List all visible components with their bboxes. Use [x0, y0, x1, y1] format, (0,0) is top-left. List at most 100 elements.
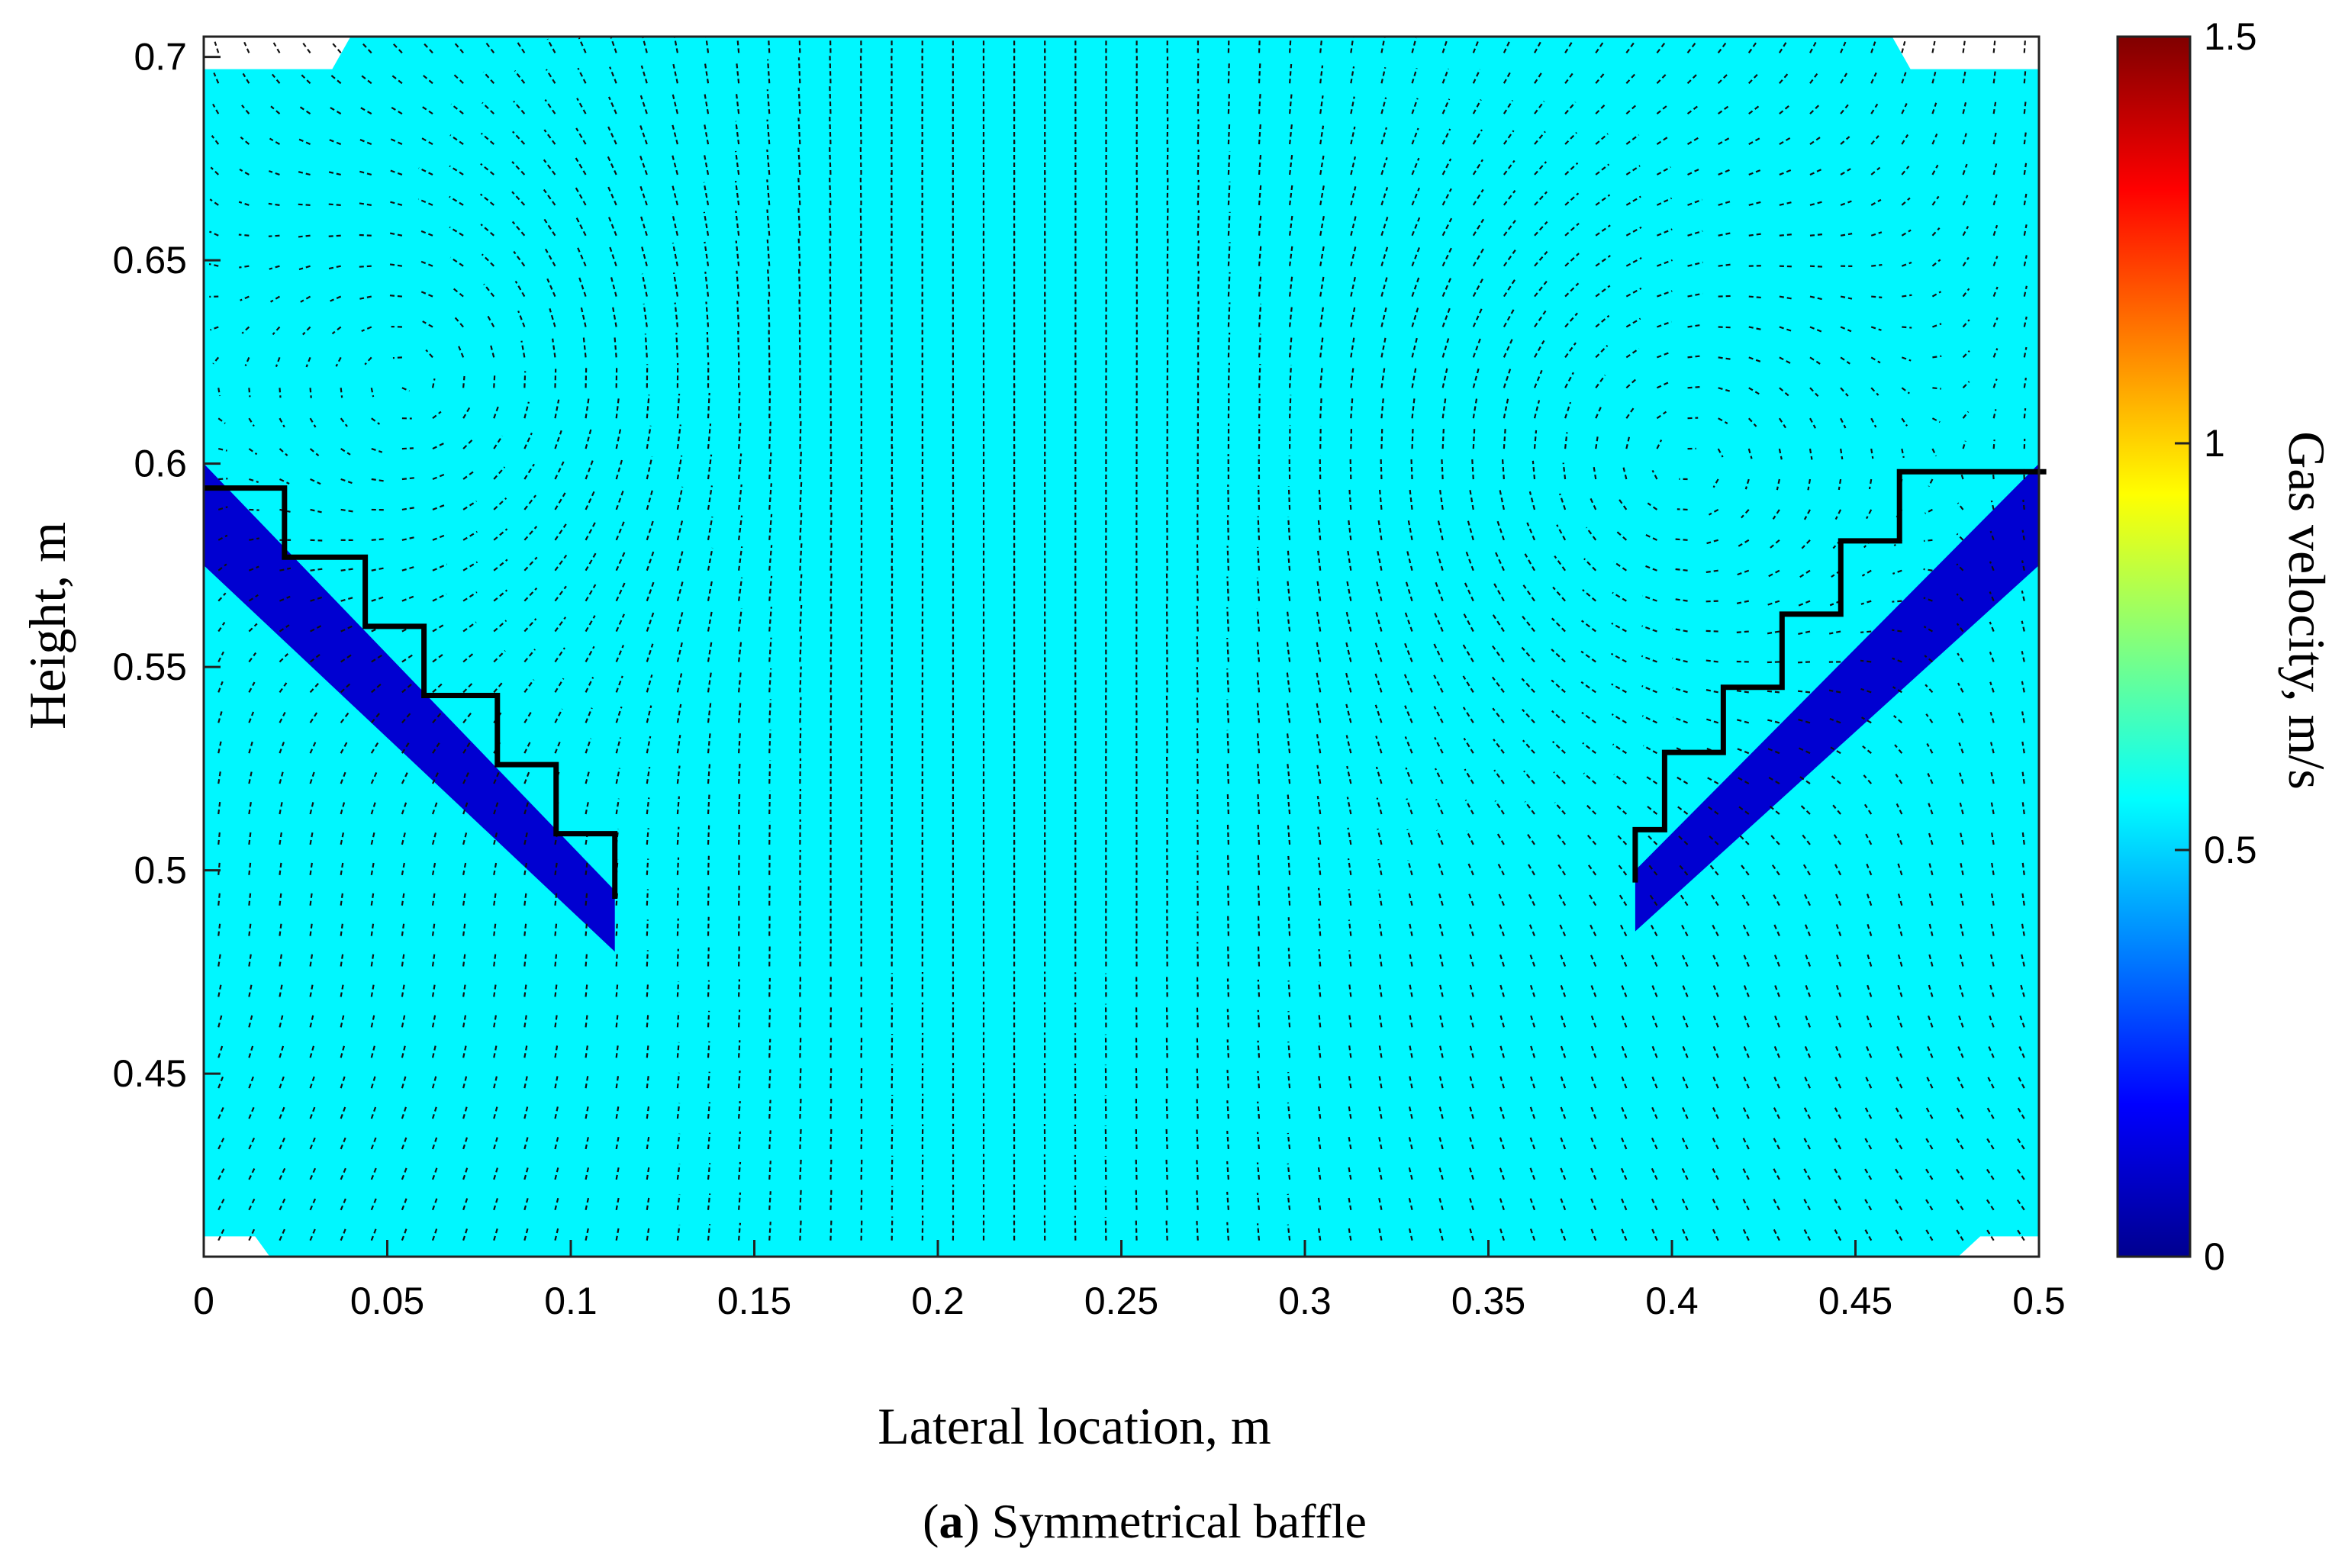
velocity-vector	[768, 790, 771, 815]
velocity-vector	[1989, 711, 1995, 723]
velocity-vector	[707, 485, 713, 510]
velocity-vector	[1928, 954, 1934, 967]
velocity-vector	[1643, 564, 1657, 571]
velocity-vector	[523, 1075, 529, 1089]
velocity-vector	[1901, 166, 1910, 175]
velocity-vector	[615, 1226, 620, 1241]
velocity-vector	[511, 221, 526, 237]
velocity-vector	[431, 832, 437, 845]
velocity-vector	[482, 71, 495, 84]
velocity-vector	[217, 801, 221, 815]
velocity-vector	[1441, 128, 1451, 145]
velocity-vector	[340, 771, 346, 784]
velocity-vector	[639, 154, 648, 175]
velocity-vector	[1657, 290, 1673, 298]
velocity-vector	[1705, 569, 1718, 574]
caption-text: Symmetrical baffle	[980, 1494, 1367, 1548]
velocity-vector	[646, 581, 655, 602]
velocity-vector	[797, 118, 801, 145]
velocity-vector	[1197, 331, 1200, 358]
velocity-vector	[1258, 213, 1262, 236]
velocity-vector	[829, 237, 832, 266]
velocity-vector	[1712, 1228, 1719, 1241]
velocity-vector	[309, 802, 314, 815]
velocity-vector	[340, 448, 351, 456]
velocity-vector	[1197, 210, 1200, 236]
velocity-vector	[828, 175, 832, 205]
velocity-vector	[1863, 1198, 1873, 1211]
velocity-vector	[1499, 1045, 1505, 1058]
velocity-vector	[1992, 348, 1999, 358]
velocity-vector	[523, 556, 538, 571]
velocity-vector	[309, 448, 320, 457]
velocity-vector	[1809, 137, 1821, 145]
velocity-vector	[1472, 278, 1484, 298]
velocity-vector	[1595, 255, 1611, 267]
velocity-vector	[238, 233, 250, 237]
velocity-vector	[1411, 187, 1420, 206]
velocity-vector	[1350, 335, 1355, 358]
velocity-vector	[458, 346, 465, 358]
velocity-vector	[2020, 984, 2025, 997]
velocity-vector	[1552, 586, 1566, 602]
x-tick-label: 0.4	[1645, 1280, 1699, 1322]
velocity-vector	[1226, 852, 1229, 875]
velocity-vector	[768, 545, 773, 571]
velocity-vector	[388, 137, 403, 146]
velocity-vector	[462, 1197, 469, 1211]
velocity-vector	[1411, 98, 1419, 114]
velocity-vector	[1469, 488, 1474, 510]
velocity-vector	[432, 533, 448, 541]
velocity-vector	[1748, 233, 1763, 237]
velocity-vector	[768, 637, 772, 662]
velocity-vector	[2021, 862, 2025, 875]
velocity-vector	[1809, 233, 1823, 237]
velocity-vector	[615, 1074, 620, 1089]
velocity-vector	[646, 919, 649, 936]
velocity-vector	[1522, 584, 1535, 602]
velocity-vector	[1898, 923, 1903, 936]
velocity-vector	[615, 427, 622, 449]
velocity-vector	[1258, 364, 1261, 388]
velocity-vector	[1226, 978, 1229, 997]
velocity-vector	[1595, 71, 1606, 84]
velocity-vector	[1805, 984, 1812, 997]
velocity-vector	[1622, 467, 1628, 480]
velocity-vector	[554, 891, 558, 906]
velocity-vector	[768, 483, 772, 510]
velocity-vector	[829, 266, 832, 297]
velocity-vector	[672, 272, 678, 297]
velocity-vector	[370, 1167, 378, 1180]
velocity-vector	[1564, 282, 1580, 298]
velocity-vector	[493, 435, 504, 449]
velocity-vector	[891, 1216, 894, 1241]
velocity-vector	[279, 1136, 286, 1150]
velocity-vector	[298, 265, 311, 271]
velocity-vector	[1799, 569, 1811, 578]
velocity-vector	[1438, 1227, 1444, 1241]
velocity-vector	[1809, 201, 1822, 206]
velocity-vector	[309, 742, 317, 754]
velocity-vector	[859, 53, 862, 84]
velocity-vector	[707, 1102, 711, 1119]
velocity-vector	[1779, 356, 1791, 365]
velocity-vector	[1833, 1228, 1842, 1241]
velocity-vector	[217, 1014, 223, 1028]
velocity-vector	[211, 135, 220, 145]
velocity-vector	[1955, 1198, 1964, 1211]
velocity-vector	[1524, 553, 1535, 571]
velocity-vector	[454, 316, 464, 328]
velocity-vector	[1986, 1228, 1995, 1241]
velocity-vector	[766, 239, 771, 266]
velocity-vector	[401, 953, 405, 967]
velocity-vector	[1805, 1015, 1812, 1028]
velocity-vector	[768, 977, 771, 997]
velocity-vector	[1560, 1045, 1567, 1058]
velocity-vector	[1437, 860, 1444, 876]
velocity-vector	[1743, 984, 1750, 997]
velocity-vector	[1256, 762, 1261, 784]
velocity-vector	[1408, 1166, 1413, 1180]
velocity-vector	[1896, 803, 1903, 815]
velocity-vector	[554, 952, 558, 967]
